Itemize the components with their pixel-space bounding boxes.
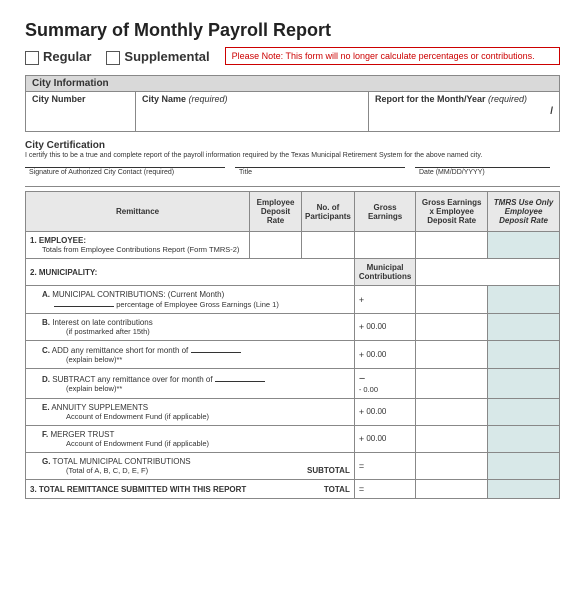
city-info-section: City Information City Number City Name (… bbox=[25, 75, 560, 132]
th-emp-rate: Employee Deposit Rate bbox=[250, 192, 302, 232]
row-total: 3. TOTAL REMITTANCE SUBMITTED WITH THIS … bbox=[26, 480, 560, 499]
row-employee: 1. EMPLOYEE:Totals from Employee Contrib… bbox=[26, 232, 560, 259]
report-month-year-cell[interactable]: Report for the Month/Year (required)/ bbox=[369, 92, 559, 131]
date-field[interactable]: Date (MM/DD/YYYY) bbox=[415, 167, 550, 186]
regular-label: Regular bbox=[43, 49, 91, 64]
row-a: A. MUNICIPAL CONTRIBUTIONS: (Current Mon… bbox=[26, 286, 560, 314]
th-tmrs: TMRS Use Only Employee Deposit Rate bbox=[488, 192, 560, 232]
city-info-header: City Information bbox=[26, 76, 559, 92]
signature-field[interactable]: Signature of Authorized City Contact (re… bbox=[25, 167, 225, 186]
report-type-row: Regular Supplemental bbox=[25, 49, 210, 65]
th-gross: Gross Earnings bbox=[354, 192, 415, 232]
cert-text: I certify this to be a true and complete… bbox=[25, 152, 560, 159]
row-b: B. Interest on late contributions(if pos… bbox=[26, 314, 560, 341]
row-f: F. MERGER TRUSTAccount of Endowment Fund… bbox=[26, 426, 560, 453]
th-ge-rate: Gross Earnings x Employee Deposit Rate bbox=[416, 192, 488, 232]
note-box: Please Note: This form will no longer ca… bbox=[225, 47, 560, 65]
city-name-cell[interactable]: City Name (required) bbox=[136, 92, 369, 131]
regular-checkbox[interactable] bbox=[25, 51, 39, 65]
supplemental-label: Supplemental bbox=[124, 49, 209, 64]
supplemental-checkbox[interactable] bbox=[106, 51, 120, 65]
page-title: Summary of Monthly Payroll Report bbox=[25, 20, 560, 41]
row-municipality: 2. MUNICIPALITY: Municipal Contributions bbox=[26, 259, 560, 286]
certification-section: City Certification I certify this to be … bbox=[25, 140, 560, 187]
th-participants: No. of Participants bbox=[302, 192, 355, 232]
row-e: E. ANNUITY SUPPLEMENTSAccount of Endowme… bbox=[26, 399, 560, 426]
row-d: D. SUBTRACT any remittance over for mont… bbox=[26, 369, 560, 399]
title-field[interactable]: Title bbox=[235, 167, 405, 186]
remittance-table: Remittance Employee Deposit Rate No. of … bbox=[25, 191, 560, 499]
cert-title: City Certification bbox=[25, 140, 560, 151]
city-number-cell[interactable]: City Number bbox=[26, 92, 136, 131]
row-g: G. TOTAL MUNICIPAL CONTRIBUTIONS(Total o… bbox=[26, 453, 560, 480]
row-c: C. ADD any remittance short for month of… bbox=[26, 341, 560, 369]
th-remittance: Remittance bbox=[26, 192, 250, 232]
